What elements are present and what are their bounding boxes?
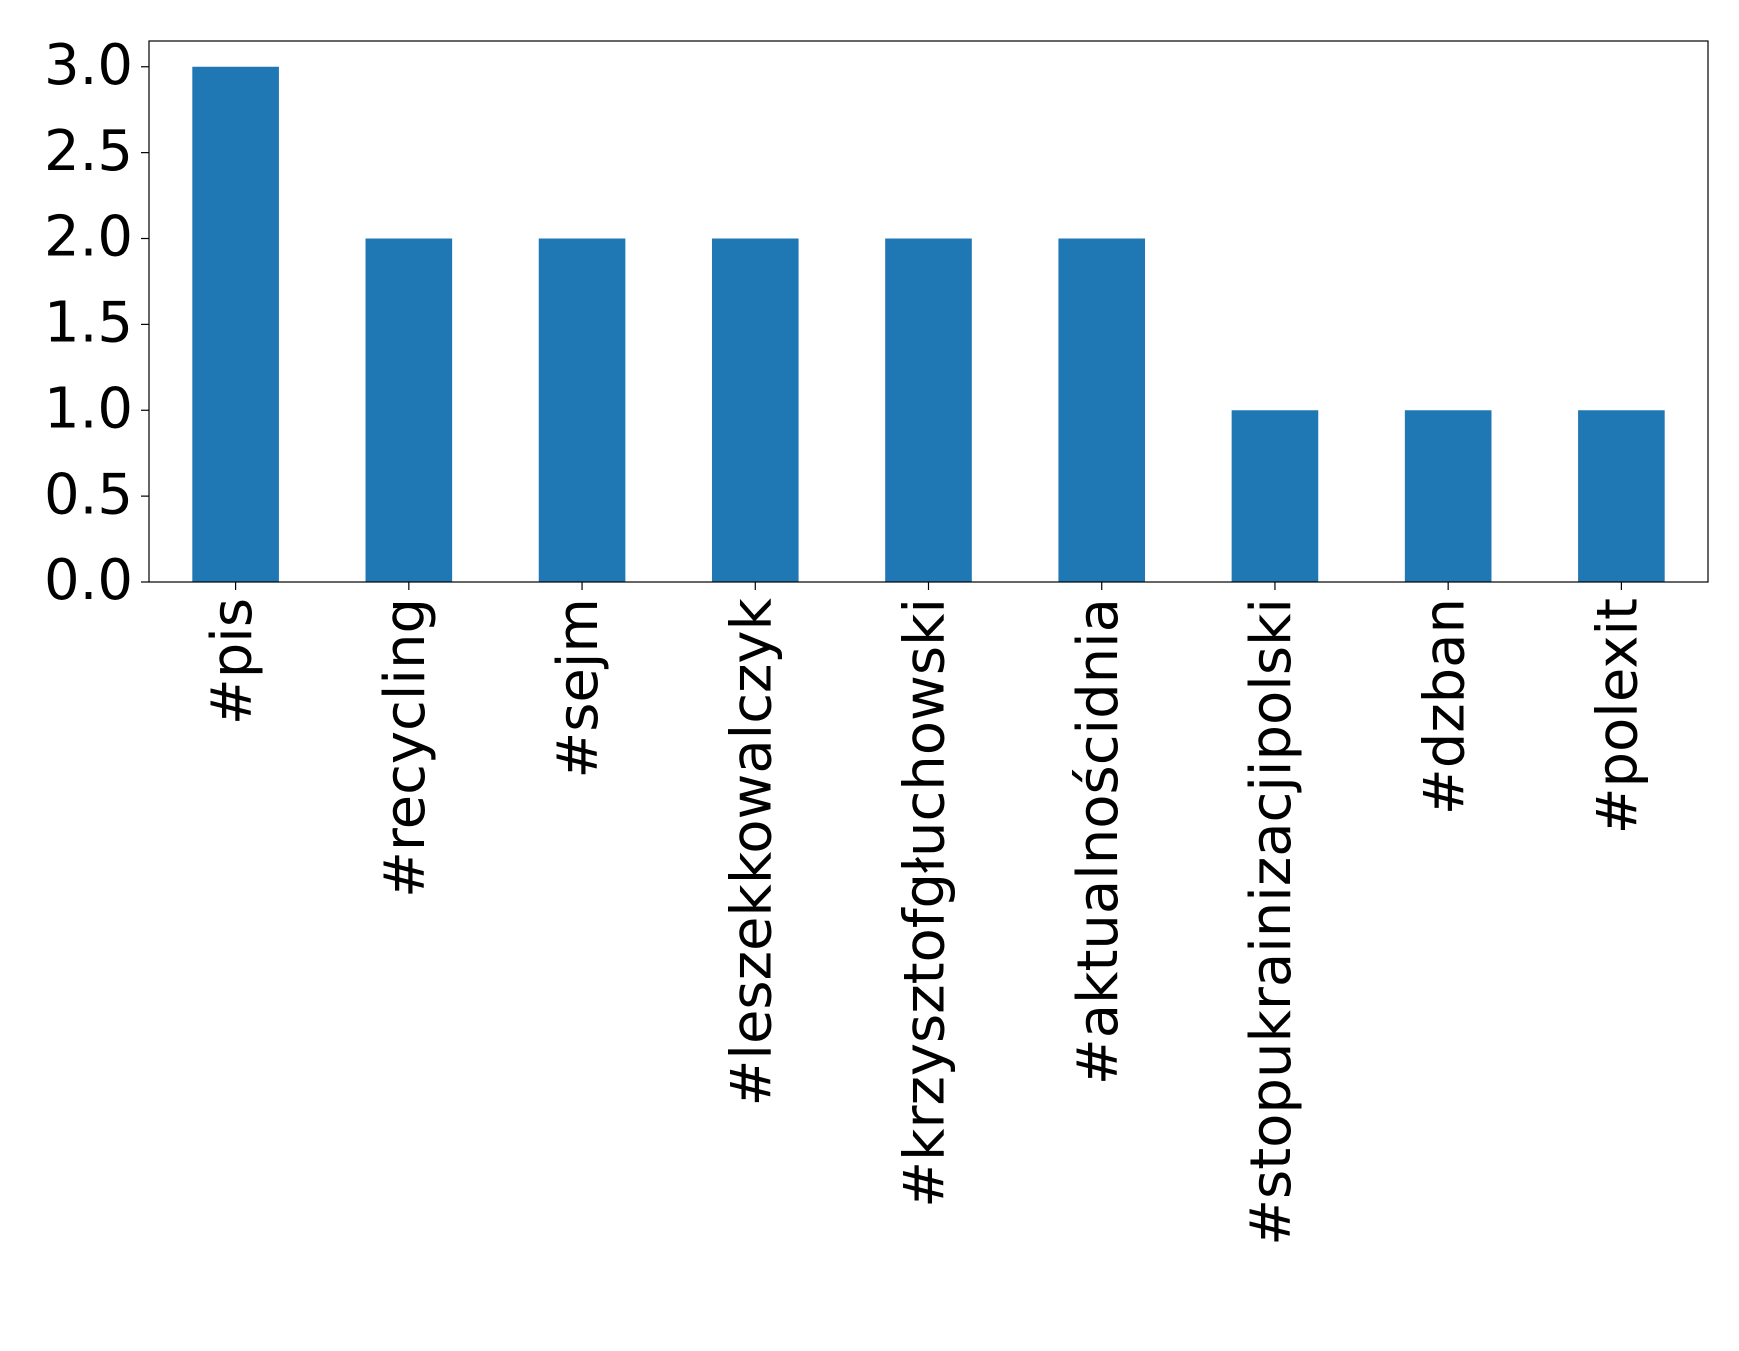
- y-tick-label: 1.5: [44, 291, 133, 356]
- x-tick-label: #dzban: [1412, 598, 1477, 815]
- x-tick-label: #pis: [200, 598, 265, 725]
- bar: [538, 238, 626, 582]
- bar: [1231, 410, 1319, 582]
- bar: [885, 238, 972, 582]
- bar: [1404, 410, 1492, 582]
- y-tick-label: 1.0: [44, 376, 133, 441]
- x-tick-label: #aktualnościdnia: [1066, 598, 1131, 1085]
- plot-frame: [148, 40, 1709, 583]
- bar: [1578, 410, 1665, 582]
- y-tick-label: 0.5: [44, 462, 133, 527]
- x-tick-label: #polexit: [1586, 598, 1651, 834]
- x-tick-label: #recycling: [373, 598, 438, 898]
- bar: [365, 238, 453, 582]
- bar: [711, 238, 799, 582]
- y-tick-label: 3.0: [44, 33, 133, 98]
- x-tick-label: #krzysztofgłuchowski: [893, 598, 958, 1208]
- x-tick-label: #stopukrainizacjipolski: [1239, 598, 1304, 1246]
- bar: [192, 66, 279, 582]
- y-tick-label: 2.0: [44, 205, 133, 270]
- y-tick-label: 0.0: [44, 548, 133, 613]
- y-tick-label: 2.5: [44, 119, 133, 184]
- x-tick-label: #sejm: [546, 598, 611, 779]
- bar: [1058, 238, 1146, 582]
- x-tick-label: #leszekkowalczyk: [719, 597, 784, 1106]
